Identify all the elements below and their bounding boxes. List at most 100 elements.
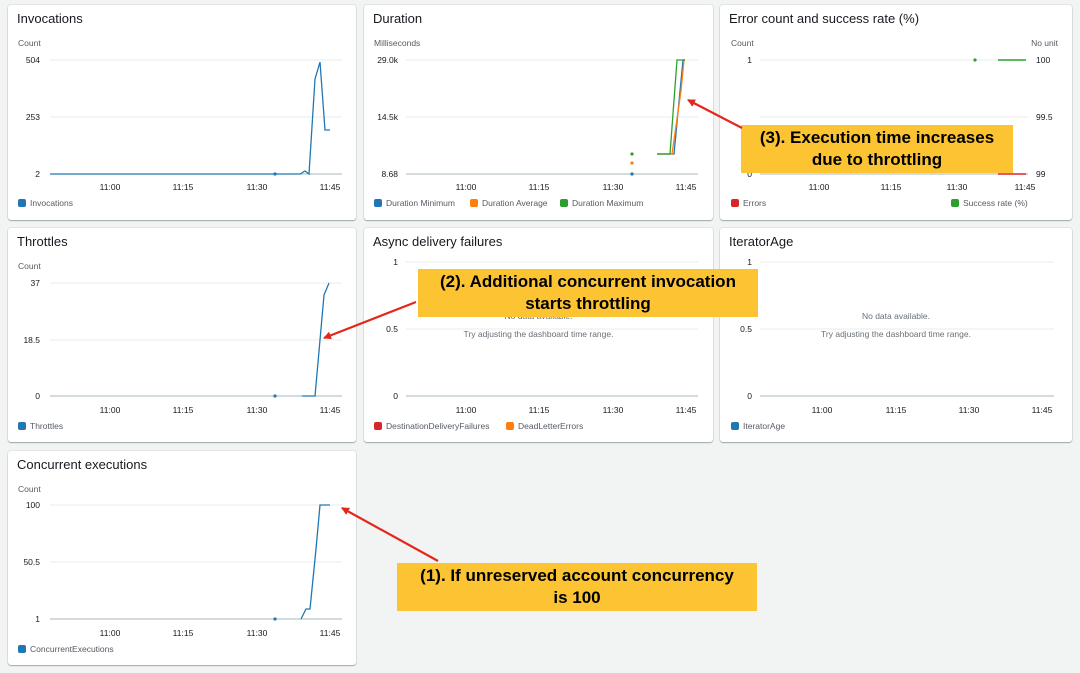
- y-tick: 18.5: [23, 335, 40, 345]
- x-tick: 11:15: [173, 628, 194, 638]
- async-delivery-panel: Async delivery failures 1 0.5 0 11:00 11…: [364, 228, 713, 442]
- legend-swatch: [18, 422, 26, 430]
- legend-label: ConcurrentExecutions: [30, 644, 114, 654]
- x-tick: 11:00: [100, 182, 121, 192]
- legend-swatch: [731, 199, 739, 207]
- panel-title: Concurrent executions: [17, 457, 148, 472]
- no-data-message: No data available.: [861, 311, 931, 321]
- duration-panel: Duration Milliseconds 29.0k 14.5k 8.68 1…: [364, 5, 713, 220]
- y-tick: 29.0k: [377, 55, 399, 65]
- legend-item[interactable]: DeadLetterErrors: [506, 421, 583, 431]
- y-tick-right: 99.5: [1036, 112, 1053, 122]
- no-data-hint: Try adjusting the dashboard time range.: [821, 329, 971, 339]
- legend-swatch: [560, 199, 568, 207]
- legend-item[interactable]: Duration Average: [470, 198, 548, 208]
- callout-line: (3). Execution time increases: [759, 128, 995, 147]
- invocations-series-line: [50, 61, 330, 176]
- duration-average-point: [630, 161, 634, 165]
- y-tick: 0: [393, 391, 398, 401]
- legend-item[interactable]: Success rate (%): [951, 198, 1028, 208]
- panel-title: Throttles: [17, 234, 68, 249]
- legend-swatch: [506, 422, 514, 430]
- x-tick: 11:15: [173, 182, 194, 192]
- callout-line: (1). If unreserved account concurrency: [420, 566, 734, 585]
- legend-label: Duration Maximum: [572, 198, 644, 208]
- callout-execution-time: (3). Execution time increases due to thr…: [741, 125, 1013, 173]
- y-tick: 0.5: [740, 324, 752, 334]
- throttles-chart: 37 18.5 0 11:00 11:15 11:30 11:45: [23, 278, 342, 415]
- x-tick: 11:30: [603, 405, 624, 415]
- legend-item[interactable]: Duration Minimum: [374, 198, 455, 208]
- duration-chart: 29.0k 14.5k 8.68 11:00 11:15 11:30 11:45: [377, 55, 698, 192]
- y-tick-left: 1: [747, 55, 752, 65]
- y-tick: 2: [35, 169, 40, 179]
- x-tick: 11:15: [173, 405, 194, 415]
- invocations-chart: 504 253 2 11:00 11:15 11:30 11:45: [26, 55, 342, 192]
- callout-line: starts throttling: [525, 294, 651, 313]
- x-tick: 11:00: [100, 628, 121, 638]
- x-tick: 11:30: [959, 405, 980, 415]
- x-tick: 11:00: [809, 182, 830, 192]
- y-tick: 100: [26, 500, 40, 510]
- legend-swatch: [951, 199, 959, 207]
- x-tick: 11:45: [320, 182, 341, 192]
- x-tick: 11:15: [529, 182, 550, 192]
- arrow-1: [341, 507, 439, 562]
- x-tick: 11:45: [1032, 405, 1053, 415]
- duration-maximum-line: [657, 59, 685, 155]
- x-tick: 11:30: [247, 405, 268, 415]
- panel-title: IteratorAge: [729, 234, 794, 249]
- error-success-panel: Error count and success rate (%) Count N…: [720, 5, 1072, 220]
- callout-line: (2). Additional concurrent invocation: [440, 272, 736, 291]
- x-tick: 11:45: [320, 628, 341, 638]
- x-tick: 11:45: [1015, 182, 1036, 192]
- y-tick: 1: [747, 257, 752, 267]
- panel-title: Invocations: [17, 11, 83, 26]
- iterator-age-panel: IteratorAge 1 0.5 0 11:00 11:15 11:30 11…: [720, 228, 1072, 442]
- legend-label: Throttles: [30, 421, 64, 431]
- legend-swatch: [374, 199, 382, 207]
- y-tick: 8.68: [381, 169, 398, 179]
- x-tick: 11:15: [881, 182, 902, 192]
- legend-swatch: [374, 422, 382, 430]
- x-tick: 11:30: [247, 182, 268, 192]
- x-tick: 11:00: [456, 182, 477, 192]
- callout-unreserved-concurrency: (1). If unreserved account concurrency i…: [397, 563, 757, 611]
- error-success-chart: 1 0 100 99.5 99 11:00 11:15 11:30 11:45: [747, 55, 1053, 192]
- legend-label: DeadLetterErrors: [518, 421, 584, 431]
- duration-maximum-point: [630, 152, 634, 156]
- x-tick: 11:00: [456, 405, 477, 415]
- legend-swatch: [18, 645, 26, 653]
- x-tick: 11:00: [812, 405, 833, 415]
- invocations-panel: Invocations Count 504 253 2 11:00 11:15 …: [8, 5, 356, 220]
- y-tick: 14.5k: [377, 112, 399, 122]
- legend-label: Errors: [743, 198, 767, 208]
- legend-swatch: [470, 199, 478, 207]
- x-tick: 11:30: [603, 182, 624, 192]
- concurrent-executions-chart: 100 50.5 1 11:00 11:15 11:30 11:45: [23, 500, 342, 638]
- y-tick: 0: [35, 391, 40, 401]
- legend-item[interactable]: Invocations: [18, 198, 73, 208]
- panel-title: Async delivery failures: [373, 234, 503, 249]
- y-unit-label: Count: [18, 38, 41, 48]
- legend-item[interactable]: Duration Maximum: [560, 198, 643, 208]
- throttles-series-line: [302, 282, 330, 397]
- legend-item[interactable]: DestinationDeliveryFailures: [374, 421, 489, 431]
- x-tick: 11:30: [247, 628, 268, 638]
- legend-item[interactable]: Errors: [731, 198, 766, 208]
- legend-item[interactable]: Throttles: [18, 421, 63, 431]
- legend-item[interactable]: ConcurrentExecutions: [18, 644, 114, 654]
- concurrent-executions-series-line: [300, 504, 330, 620]
- callout-line: is 100: [553, 588, 601, 607]
- y-unit-label: Milliseconds: [374, 38, 421, 48]
- legend-label: IteratorAge: [743, 421, 786, 431]
- success-rate-point: [973, 58, 977, 62]
- y-tick: 37: [31, 278, 41, 288]
- legend-item[interactable]: IteratorAge: [731, 421, 785, 431]
- concurrent-executions-panel: Concurrent executions Count 100 50.5 1 1…: [8, 451, 356, 665]
- legend-swatch: [731, 422, 739, 430]
- y-unit-left-label: Count: [731, 38, 754, 48]
- panel-title: Duration: [373, 11, 423, 26]
- no-data-hint: Try adjusting the dashboard time range.: [463, 329, 614, 339]
- y-tick-right: 100: [1036, 55, 1050, 65]
